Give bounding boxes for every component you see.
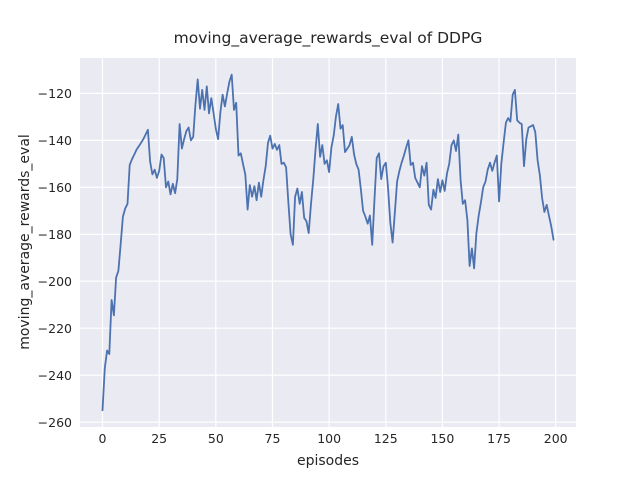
y-tick-label: −200 [37,273,72,289]
y-tick-label: −140 [37,132,72,148]
x-tick-label: 50 [207,431,224,446]
x-tick-label: 0 [98,431,107,446]
x-tick-label: 175 [487,431,511,446]
y-tick-label: −260 [37,414,72,430]
chart-title: moving_average_rewards_eval of DDPG [173,29,483,47]
x-tick-label: 150 [430,431,455,446]
x-tick-label: 100 [317,431,342,446]
y-axis-label: moving_average_rewards_eval [17,134,33,350]
x-tick-label: 75 [264,431,281,446]
y-tick-label: −220 [37,320,72,336]
reward-line [101,73,555,412]
x-tick-label: 125 [373,431,398,446]
plot-background [80,58,576,427]
y-tick-label: −240 [37,367,72,383]
plot-area [80,58,576,427]
y-tick-label: −120 [37,85,72,101]
y-tick-label: −180 [37,226,72,242]
x-tick-label: 25 [151,431,168,446]
y-tick-label: −160 [37,179,72,195]
x-tick-label: 200 [543,431,568,446]
x-axis-label: episodes [296,453,360,469]
